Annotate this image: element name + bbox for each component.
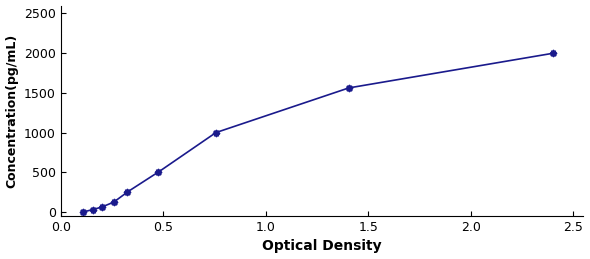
- X-axis label: Optical Density: Optical Density: [263, 239, 382, 254]
- Y-axis label: Concentration(pg/mL): Concentration(pg/mL): [5, 34, 18, 188]
